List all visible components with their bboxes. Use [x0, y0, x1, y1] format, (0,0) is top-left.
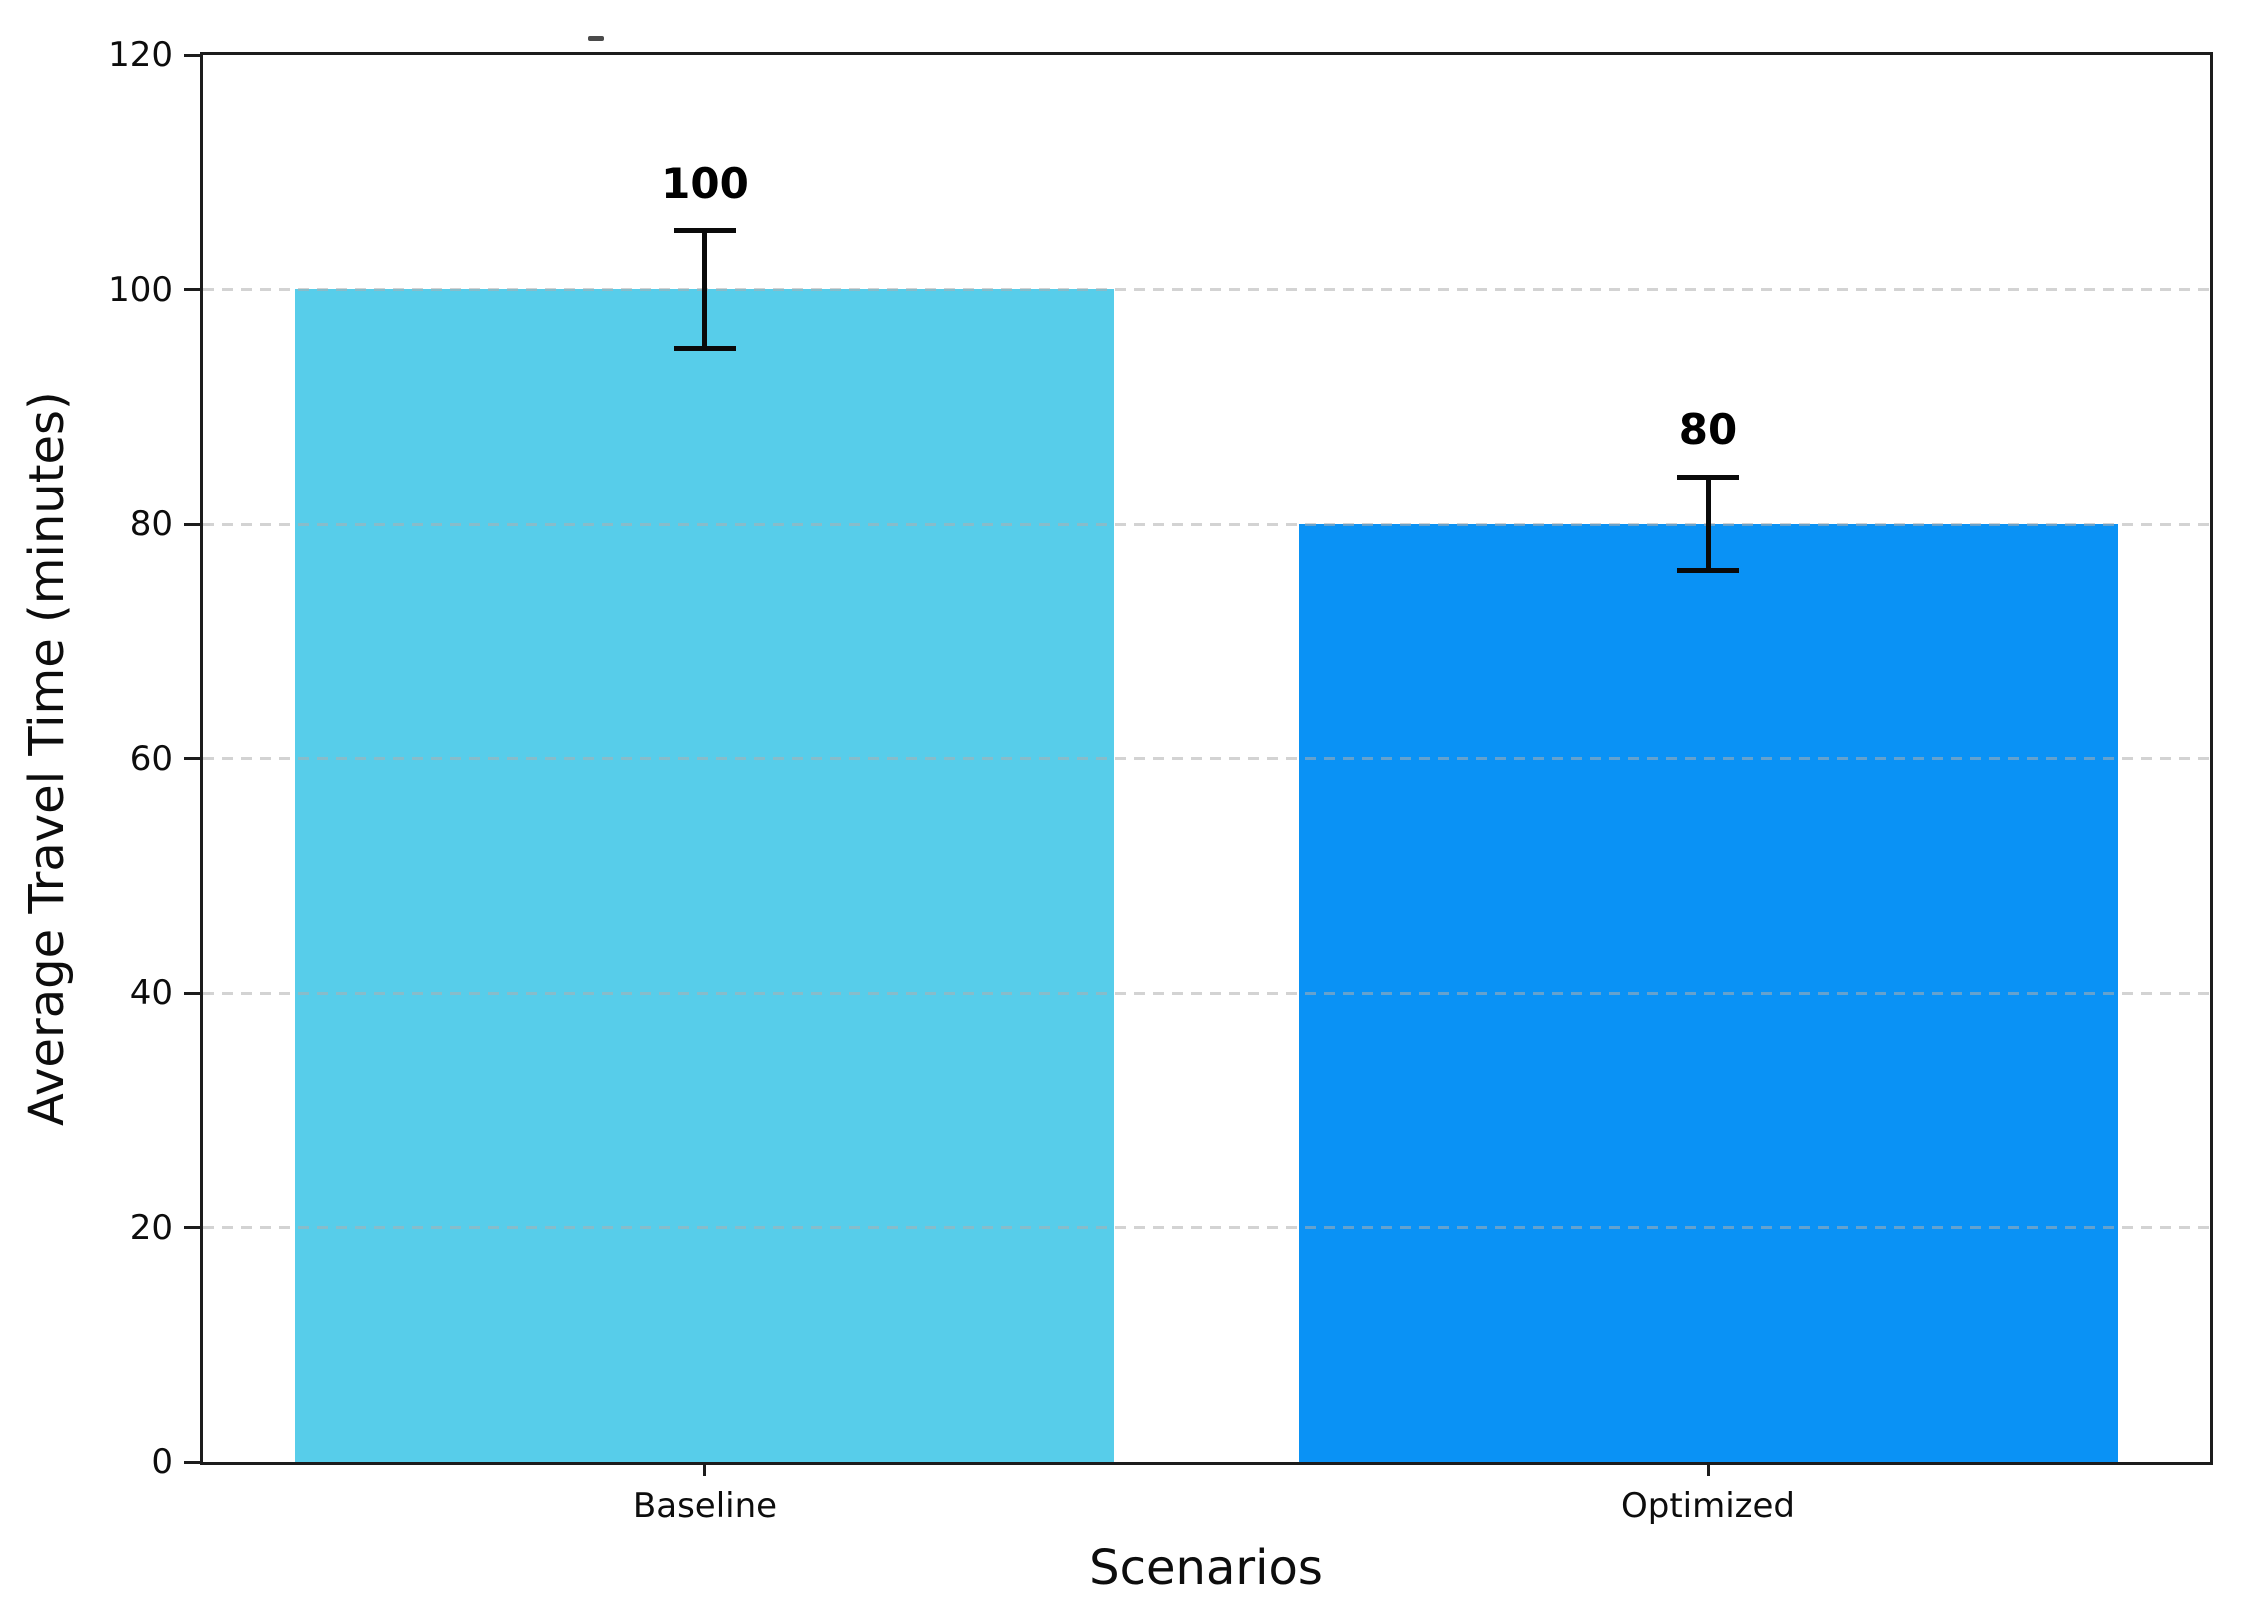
y-tick-label: 80: [129, 504, 173, 544]
y-tick-label: 40: [129, 973, 173, 1013]
y-tick-mark: [184, 992, 200, 995]
x-tick-label-baseline: Baseline: [632, 1486, 778, 1526]
y-tick-mark: [184, 1461, 200, 1464]
error-bar-cap-top: [1677, 475, 1739, 480]
bar-value-label: 100: [661, 159, 749, 208]
y-tick-mark: [184, 523, 200, 526]
error-bar-cap-top: [674, 228, 736, 233]
plot-inner: 0 20 40 60 80 100 120 100 Baseline 80 Optimized: [108, 35, 2210, 1526]
x-axis-title: Scenarios: [1089, 1540, 1323, 1596]
x-tick-mark: [703, 1462, 706, 1476]
top-dash-mark: [588, 36, 604, 41]
y-tick-mark: [184, 54, 200, 57]
y-axis-title: Average Travel Time (minutes): [19, 391, 75, 1126]
bar-value-label: 80: [1678, 405, 1738, 454]
x-tick-label-optimized: Optimized: [1620, 1486, 1796, 1526]
y-tick-mark: [184, 1226, 200, 1229]
bar-baseline: [295, 289, 1114, 1462]
y-tick-label: 0: [151, 1442, 173, 1482]
bar-optimized: [1299, 524, 2118, 1462]
x-tick-mark: [1707, 1462, 1710, 1476]
y-tick-label: 100: [108, 270, 173, 310]
error-bar-cap-bottom: [1677, 568, 1739, 573]
y-tick-mark: [184, 288, 200, 291]
error-bar-line: [702, 231, 707, 348]
y-tick-label: 120: [108, 35, 173, 75]
error-bar-cap-bottom: [674, 346, 736, 351]
error-bar-line: [1706, 477, 1711, 571]
y-tick-label: 20: [129, 1208, 173, 1248]
y-tick-mark: [184, 757, 200, 760]
plot-area: 0 20 40 60 80 100 120 100 Baseline 80 Optimized: [108, 35, 2213, 1526]
y-tick-label: 60: [129, 739, 173, 779]
